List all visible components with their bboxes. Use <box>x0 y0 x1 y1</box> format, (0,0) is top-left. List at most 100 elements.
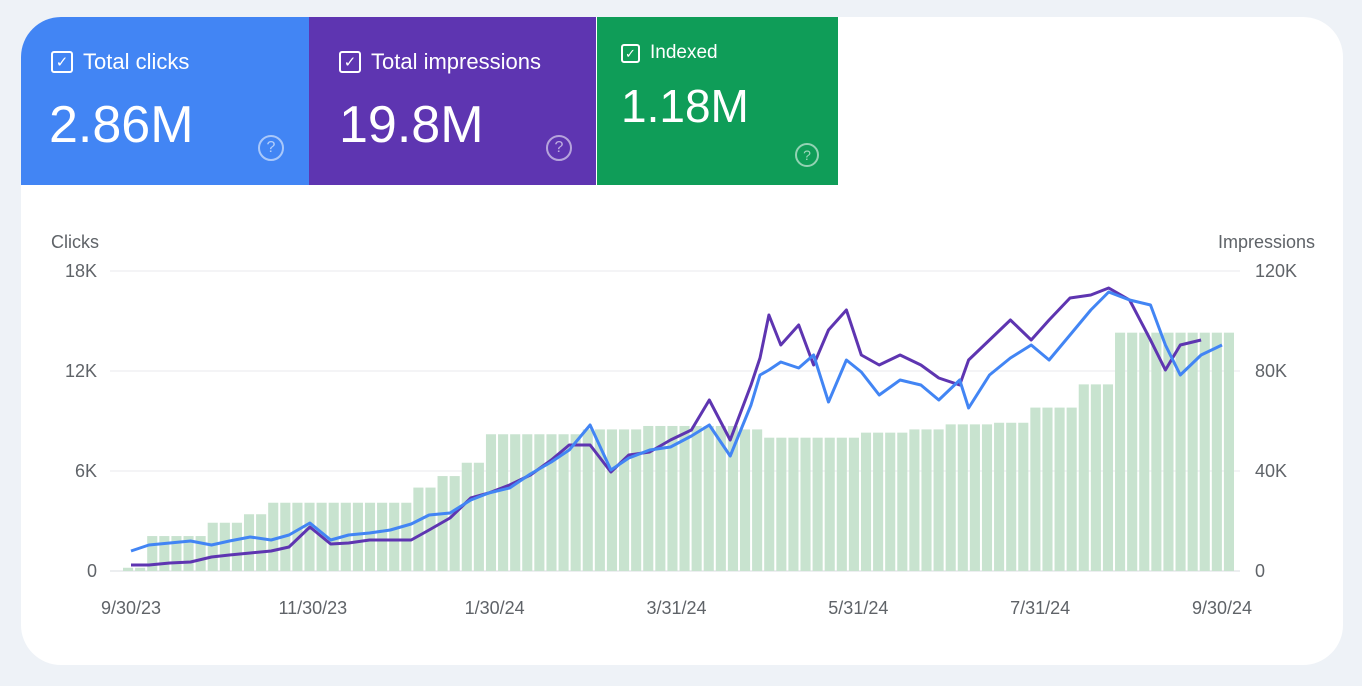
indexed-bar <box>715 425 726 571</box>
indexed-bar <box>473 462 484 571</box>
indexed-bar <box>485 434 497 571</box>
indexed-bar <box>739 429 751 571</box>
indexed-bar <box>304 502 315 571</box>
indexed-bar <box>981 424 993 571</box>
indexed-bar <box>135 567 146 571</box>
card-label: Total clicks <box>83 49 190 74</box>
indexed-bar <box>655 425 666 571</box>
indexed-bar <box>558 434 569 571</box>
indexed-bar <box>1211 332 1222 571</box>
indexed-bar <box>994 422 1005 571</box>
indexed-bar <box>1163 332 1174 571</box>
indexed-bar <box>256 514 267 571</box>
indexed-bar <box>1054 407 1065 571</box>
indexed-bar <box>631 429 642 571</box>
indexed-bar <box>1030 407 1041 571</box>
right-tick-label: 80K <box>1255 361 1287 381</box>
checkbox-icon[interactable]: ✓ <box>339 51 361 73</box>
indexed-bar <box>389 502 400 571</box>
card-value: 1.18M <box>621 80 749 132</box>
indexed-bar <box>1175 332 1186 571</box>
indexed-bar <box>413 487 424 571</box>
indexed-card[interactable]: ✓ Indexed 1.18M ? <box>597 17 838 185</box>
indexed-bar <box>1127 332 1138 571</box>
indexed-bar <box>1139 332 1150 571</box>
indexed-bar <box>461 462 472 571</box>
indexed-bar <box>873 432 884 571</box>
indexed-bar <box>183 536 194 571</box>
indexed-bar <box>449 476 460 571</box>
indexed-bar <box>1223 332 1234 571</box>
indexed-bar <box>594 429 605 571</box>
help-circle-icon[interactable]: ? <box>795 143 819 167</box>
indexed-bar <box>364 502 376 571</box>
indexed-bar <box>1018 422 1029 571</box>
indexed-bar <box>570 434 581 571</box>
indexed-bar <box>752 429 763 571</box>
card-value: 2.86M <box>49 96 194 154</box>
x-tick-label: 9/30/23 <box>101 598 161 618</box>
checkbox-icon[interactable]: ✓ <box>51 51 73 73</box>
indexed-bar <box>606 429 618 571</box>
indexed-bar <box>1078 384 1089 571</box>
indexed-bar <box>401 502 412 571</box>
indexed-bar <box>328 502 339 571</box>
right-tick-label: 40K <box>1255 461 1287 481</box>
indexed-bar <box>921 429 932 571</box>
indexed-bar <box>207 522 218 571</box>
indexed-bar <box>619 429 630 571</box>
indexed-bar <box>800 437 811 571</box>
checkbox-icon[interactable]: ✓ <box>621 43 640 63</box>
indexed-bar <box>243 514 255 571</box>
indexed-bar <box>848 437 859 571</box>
total-impressions-card[interactable]: ✓ Total impressions 19.8M ? <box>309 17 596 185</box>
indexed-bar <box>969 424 980 571</box>
indexed-bar <box>268 502 279 571</box>
indexed-bar <box>1187 332 1198 571</box>
indexed-bar <box>776 437 787 571</box>
indexed-bar <box>788 437 799 571</box>
indexed-bar <box>522 434 533 571</box>
right-tick-label: 0 <box>1255 561 1265 581</box>
indexed-bar <box>546 434 557 571</box>
x-tick-label: 11/30/23 <box>278 598 347 618</box>
indexed-bar <box>957 424 968 571</box>
indexed-bar <box>727 425 738 571</box>
indexed-bar <box>1199 332 1210 571</box>
indexed-bar <box>691 425 702 571</box>
total-clicks-card[interactable]: ✓ Total clicks 2.86M ? <box>21 17 309 185</box>
card-value: 19.8M <box>339 96 484 154</box>
left-axis-title: Clicks <box>51 232 99 252</box>
indexed-bar <box>534 434 545 571</box>
indexed-bar <box>231 522 242 571</box>
indexed-bar <box>582 429 593 571</box>
left-tick-label: 12K <box>65 361 97 381</box>
indexed-bar <box>498 434 509 571</box>
card-label: Total impressions <box>371 49 541 74</box>
indexed-bar <box>123 567 134 571</box>
indexed-bar <box>667 425 678 571</box>
indexed-bar <box>885 432 896 571</box>
indexed-bar <box>812 437 823 571</box>
x-tick-label: 5/31/24 <box>828 598 888 618</box>
indexed-bar <box>171 536 182 571</box>
indexed-bar <box>836 437 847 571</box>
card-label: Indexed <box>650 42 718 63</box>
indexed-bar <box>764 437 775 571</box>
indexed-bar <box>352 502 363 571</box>
indexed-bar <box>824 437 835 571</box>
right-axis-title: Impressions <box>1218 232 1315 252</box>
indexed-bar <box>703 425 714 571</box>
left-tick-label: 0 <box>87 561 97 581</box>
help-circle-icon[interactable]: ? <box>546 135 572 161</box>
indexed-bar <box>1066 407 1077 571</box>
indexed-bar <box>1115 332 1126 571</box>
indexed-bar <box>860 432 872 571</box>
indexed-bar <box>292 502 303 571</box>
indexed-bar <box>679 425 690 571</box>
indexed-bar <box>1102 384 1114 571</box>
help-circle-icon[interactable]: ? <box>258 135 284 161</box>
x-tick-label: 3/31/24 <box>646 598 706 618</box>
right-tick-label: 120K <box>1255 261 1297 281</box>
